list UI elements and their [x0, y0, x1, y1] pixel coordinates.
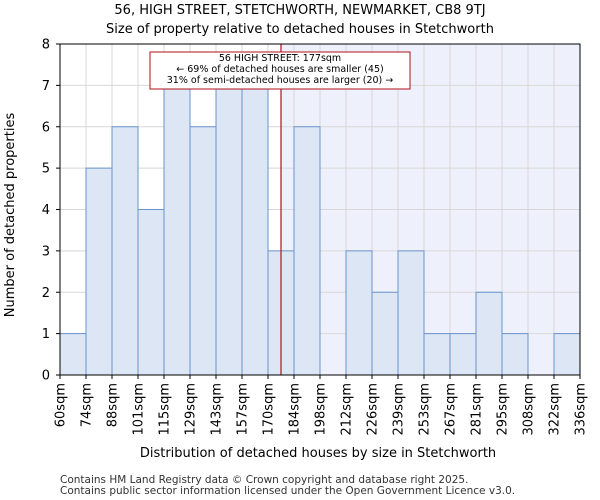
bar — [345, 250, 373, 376]
bar — [137, 209, 165, 376]
x-tick-label: 336sqm — [574, 383, 589, 436]
x-tick-labels: 60sqm 74sqm 88sqm 101sqm 115sqm 129sqm 143sqm 1… — [54, 383, 589, 436]
x-tick-label: 88sqm — [106, 383, 121, 427]
x-tick-label: 253sqm — [418, 383, 433, 436]
bar — [553, 333, 581, 376]
annotation-rect — [149, 51, 411, 90]
bar — [371, 291, 399, 376]
x-tick-label: 281sqm — [470, 383, 485, 436]
x-tick-label: 308sqm — [522, 383, 537, 436]
bar — [163, 84, 191, 376]
y-axis-label: Number of detached properties — [3, 113, 18, 318]
bar — [111, 126, 139, 376]
x-tick-label: 184sqm — [288, 383, 303, 436]
x-tick-label: 157sqm — [236, 383, 251, 436]
y-tick-label: 7 — [42, 79, 50, 94]
chart-subtitle: Size of property relative to detached ho… — [106, 22, 494, 37]
y-tick-label: 3 — [42, 244, 50, 259]
x-tick-label: 322sqm — [548, 383, 563, 436]
x-tick-label: 129sqm — [184, 383, 199, 436]
annotation-line-3: 31% of semi-detached houses are larger (… — [167, 75, 394, 86]
bar — [241, 84, 269, 376]
y-tick-label: 4 — [42, 203, 50, 218]
footer-line-1: Contains HM Land Registry data © Crown c… — [60, 474, 468, 486]
x-tick-label: 267sqm — [444, 383, 459, 436]
axes — [56, 43, 581, 379]
x-tick-label: 198sqm — [314, 383, 329, 436]
bar — [475, 291, 503, 376]
bar — [423, 333, 451, 376]
annotation-line-1: 56 HIGH STREET: 177sqm — [219, 53, 341, 64]
bar — [293, 126, 321, 376]
footer-line-2: Contains public sector information licen… — [60, 485, 515, 497]
y-tick-label: 8 — [42, 38, 50, 53]
x-tick-label: 115sqm — [158, 383, 173, 436]
bar — [501, 333, 529, 376]
bar — [59, 333, 87, 376]
x-tick-label: 101sqm — [132, 383, 147, 436]
x-tick-label: 143sqm — [210, 383, 225, 436]
x-tick-label: 60sqm — [54, 383, 69, 427]
annotation-box: 56 HIGH STREET: 177sqm ← 69% of detached… — [149, 51, 411, 90]
chart-title: 56, HIGH STREET, STETCHWORTH, NEWMARKET,… — [114, 3, 485, 18]
bar — [449, 333, 477, 376]
bar — [397, 250, 425, 376]
bar — [85, 167, 113, 376]
y-tick-label: 5 — [42, 162, 50, 177]
annotation-line-2: ← 69% of detached houses are smaller (45… — [176, 64, 383, 75]
bars — [59, 84, 581, 376]
x-tick-label: 295sqm — [496, 383, 511, 436]
x-tick-label: 226sqm — [366, 383, 381, 436]
x-tick-label: 239sqm — [392, 383, 407, 436]
y-tick-label: 6 — [42, 120, 50, 135]
x-axis-label: Distribution of detached houses by size … — [140, 446, 496, 461]
y-tick-labels: 0 1 2 3 4 5 6 7 8 — [42, 38, 50, 384]
x-tick-label: 170sqm — [262, 383, 277, 436]
y-tick-label: 0 — [42, 369, 50, 384]
x-tick-label: 74sqm — [80, 383, 95, 427]
x-tick-label: 212sqm — [340, 383, 355, 436]
bar — [215, 84, 243, 376]
y-tick-label: 2 — [42, 286, 50, 301]
bar — [189, 126, 217, 376]
y-tick-label: 1 — [42, 327, 50, 342]
